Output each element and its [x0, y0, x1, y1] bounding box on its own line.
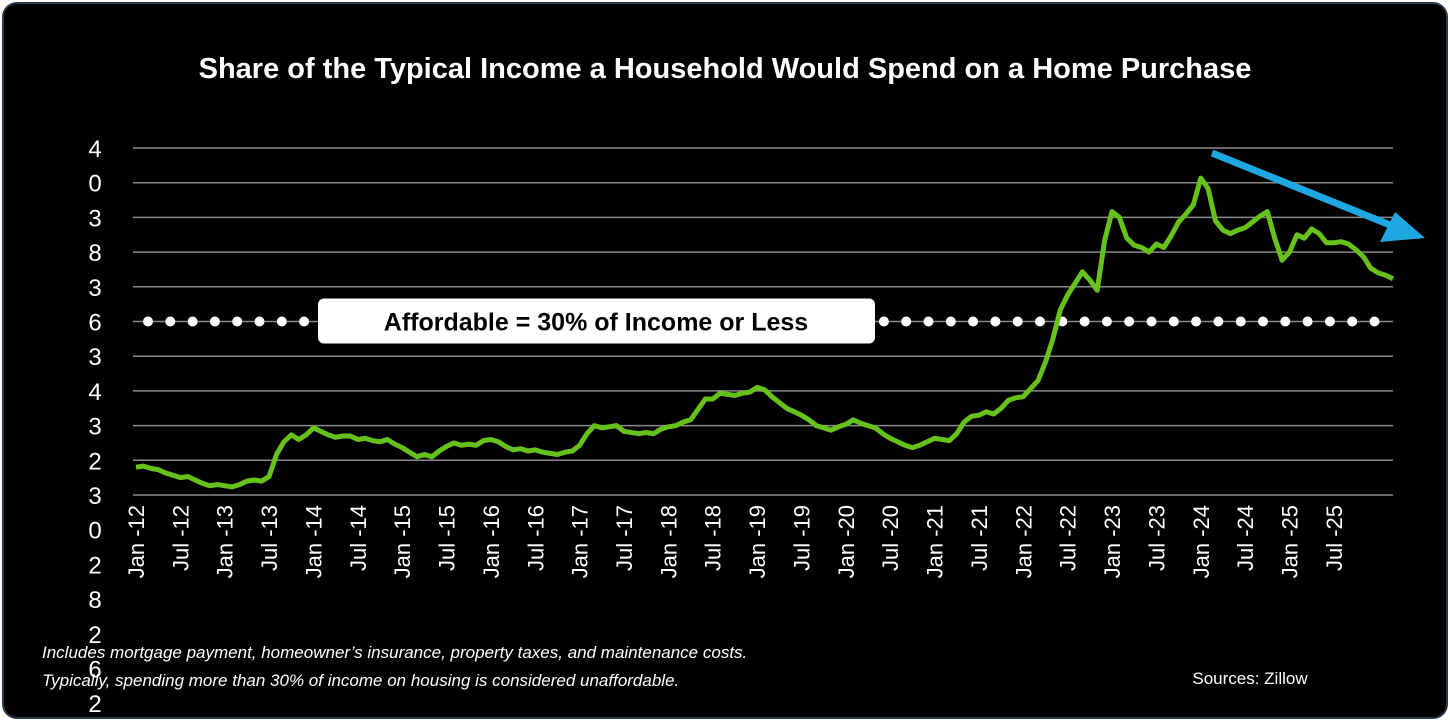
x-tick-label: Jul -14	[346, 505, 371, 571]
arrow-head	[1380, 212, 1425, 242]
y-tick-label: 0	[88, 518, 101, 545]
footnote: Includes mortgage payment, homeowner’s i…	[42, 643, 747, 662]
x-tick-label: Jul -17	[612, 505, 637, 571]
y-tick-label: 4	[88, 136, 101, 163]
y-tick-label: 8	[88, 240, 101, 267]
x-tick-label: Jan -22	[1011, 505, 1036, 578]
x-tick-label: Jul -22	[1056, 505, 1081, 571]
y-tick-label: 2	[88, 448, 101, 475]
y-tick-label: 8	[88, 587, 101, 614]
x-tick-label: Jul -18	[701, 505, 726, 571]
chart-title: Share of the Typical Income a Household …	[199, 53, 1252, 85]
x-tick-label: Jul -21	[967, 505, 992, 571]
x-tick-label: Jul -20	[878, 505, 903, 571]
reference-label-box	[318, 298, 875, 344]
y-tick-label: 4	[88, 379, 101, 406]
x-tick-label: Jan -13	[213, 505, 238, 578]
x-tick-label: Jan -17	[568, 505, 593, 578]
y-tick-label: 2	[88, 622, 101, 649]
x-tick-label: Jan -15	[390, 505, 415, 578]
arrow-shaft	[1210, 149, 1397, 231]
reference-label: Affordable = 30% of Income or Less	[384, 309, 808, 337]
x-tick-label: Jul -13	[257, 505, 282, 571]
x-tick-label: Jan -18	[656, 505, 681, 578]
footnote: Typically, spending more than 30% of inc…	[42, 671, 679, 690]
x-tick-label: Jan -20	[834, 505, 859, 578]
trend-arrow	[1210, 149, 1425, 242]
source: Sources: Zillow	[1192, 669, 1308, 688]
x-tick-label: Jan -25	[1277, 505, 1302, 578]
y-tick-label: 3	[88, 344, 101, 371]
y-tick-label: 6	[88, 657, 101, 684]
plot-area: 4 0 3 8 3 6 3 4 3 2 3 0 2 8 2 6 2 Jan -12 Jul -12 Jan -13 Ju…	[88, 136, 1395, 718]
x-tick-label: Jan -24	[1189, 505, 1214, 578]
x-tick-label: Jul -12	[168, 505, 193, 571]
x-tick-label: Jan -12	[124, 505, 149, 578]
x-tick-label: Jan -19	[745, 505, 770, 578]
y-tick-label: 3	[88, 275, 101, 302]
x-tick-label: Jul -16	[523, 505, 548, 571]
x-tick-label: Jul -24	[1233, 505, 1258, 571]
x-tick-label: Jan -16	[479, 505, 504, 578]
x-tick-label: Jul -23	[1144, 505, 1169, 571]
x-tick-label: Jan -14	[301, 505, 326, 578]
y-tick-label: 2	[88, 552, 101, 579]
y-tick-label: 2	[88, 691, 101, 718]
x-tick-label: Jul -25	[1322, 505, 1347, 571]
x-tick-label: Jan -23	[1100, 505, 1125, 578]
data-line	[135, 175, 1395, 490]
y-tick-label: 3	[88, 483, 101, 510]
y-tick-label: 3	[88, 414, 101, 441]
y-tick-label: 6	[88, 310, 101, 337]
y-tick-label: 0	[88, 171, 101, 198]
x-tick-label: Jul -15	[435, 505, 460, 571]
x-tick-label: Jul -19	[789, 505, 814, 571]
y-tick-label: 3	[88, 205, 101, 232]
x-tick-label: Jan -21	[923, 505, 948, 578]
